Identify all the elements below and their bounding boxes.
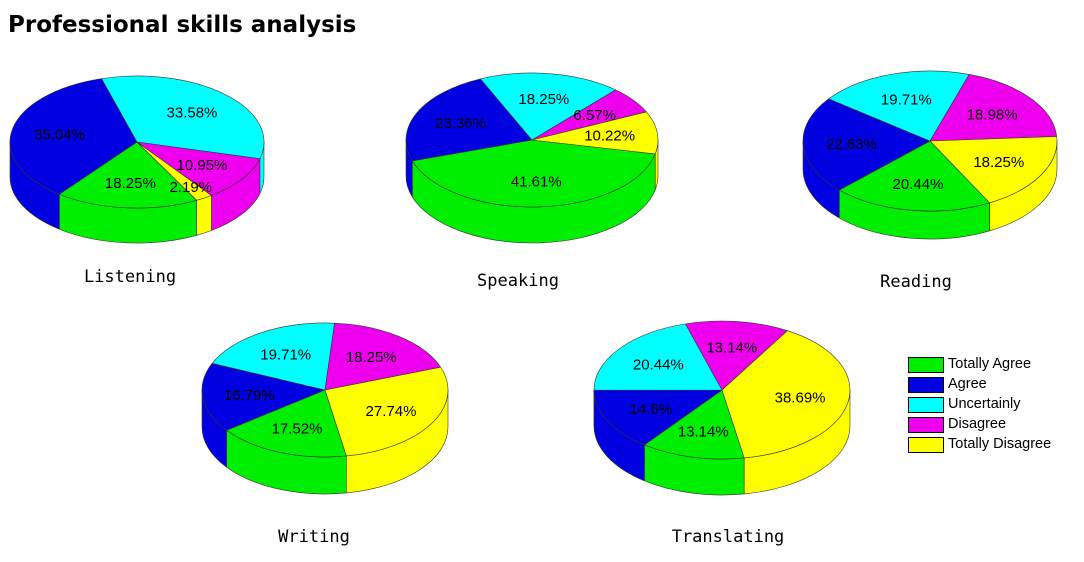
legend-label-uncertainly: Uncertainly: [948, 396, 1021, 412]
legend-swatch-agree: [908, 377, 944, 393]
page-title: Professional skills analysis: [8, 12, 357, 38]
slice-label-totally-agree: 41.61%: [511, 173, 562, 190]
slice-totally-disagree: [929, 136, 1058, 204]
slice-label-totally-disagree: 18.25%: [973, 154, 1024, 171]
slice-totally-disagree: [531, 111, 659, 155]
slice-agree: [201, 362, 326, 431]
slice-disagree: [929, 74, 1058, 142]
slice-totally-agree: [411, 139, 656, 208]
slice-uncertainly: [211, 322, 335, 391]
pie-sides: [9, 141, 265, 244]
legend-label-agree: Agree: [948, 376, 987, 392]
slice-label-totally-agree: 13.14%: [678, 424, 729, 441]
legend-swatch-totally-disagree: [908, 437, 944, 453]
legend-label-totally-disagree: Totally Disagree: [948, 436, 1052, 452]
slice-label-uncertainly: 18.25%: [518, 91, 569, 108]
slice-totally-agree: [643, 389, 745, 460]
pie-sides: [593, 389, 851, 496]
legend-item-totally-disagree: Totally Disagree: [906, 435, 1070, 455]
legend-swatch-disagree: [908, 417, 944, 433]
slice-disagree: [136, 141, 261, 196]
slice-label-uncertainly: 20.44%: [633, 356, 684, 373]
slice-uncertainly: [479, 72, 617, 141]
chart-caption: Translating: [672, 527, 785, 547]
pie-sides: [201, 389, 449, 495]
legend-label-disagree: Disagree: [948, 416, 1007, 432]
slice-totally-agree: [226, 389, 347, 458]
slice-agree: [405, 78, 533, 162]
slice-totally-disagree: [324, 366, 449, 457]
slice-label-disagree: 6.57%: [573, 107, 616, 124]
slice-label-totally-disagree: 27.74%: [366, 403, 417, 420]
pie-chart-translating: 13.14% 14.6% 20.44% 13.14% 38.69% Translating: [593, 320, 851, 547]
chart-caption: Reading: [880, 272, 952, 292]
slice-disagree: [685, 320, 788, 391]
pie-sides: [802, 140, 1058, 240]
slice-label-uncertainly: 33.58%: [167, 105, 218, 122]
slice-agree: [802, 98, 931, 191]
legend-item-agree: Agree: [906, 375, 1070, 395]
slice-totally-disagree: [721, 330, 851, 459]
legend-label-totally-agree: Totally Agree: [948, 356, 1032, 372]
slice-label-totally-agree: 17.52%: [272, 421, 323, 438]
slice-label-agree: 35.04%: [34, 126, 85, 143]
slice-label-disagree: 10.95%: [177, 157, 228, 174]
slice-agree: [9, 78, 138, 195]
pie-chart-writing: 17.52% 16.79% 19.71% 18.25% 27.74% Writing: [201, 322, 449, 547]
legend-item-totally-agree: Totally Agree: [906, 355, 1070, 375]
slice-label-totally-disagree: 10.22%: [584, 127, 635, 144]
legend-item-disagree: Disagree: [906, 415, 1070, 435]
slice-agree: [593, 389, 723, 446]
slice-label-uncertainly: 19.71%: [260, 346, 311, 363]
slice-label-disagree: 18.98%: [967, 106, 1018, 123]
slice-label-disagree: 13.14%: [706, 340, 757, 357]
slice-uncertainly: [101, 75, 265, 160]
slice-label-agree: 16.79%: [224, 387, 275, 404]
pie-chart-speaking: 41.61% 23.36% 18.25%6.57% 10.22% Speaking: [405, 72, 659, 291]
slice-totally-disagree: [136, 141, 213, 201]
slice-totally-agree: [838, 140, 991, 212]
slice-uncertainly: [593, 323, 723, 391]
slice-label-agree: 23.36%: [435, 115, 486, 132]
legend-item-uncertainly: Uncertainly: [906, 395, 1070, 415]
slice-uncertainly: [828, 70, 970, 142]
slice-disagree: [324, 322, 442, 391]
slice-label-totally-disagree: 2.19%: [169, 179, 212, 196]
slice-label-totally-agree: 20.44%: [893, 176, 944, 193]
legend-swatch-uncertainly: [908, 397, 944, 413]
chart-caption: Listening: [84, 267, 176, 287]
chart-caption: Speaking: [477, 271, 559, 291]
slice-label-agree: 14.6%: [630, 401, 673, 418]
slice-label-totally-disagree: 38.69%: [775, 390, 826, 407]
legend-swatch-totally-agree: [908, 357, 944, 373]
legend: Totally Agree Agree Uncertainly Disagree…: [906, 355, 1070, 457]
chart-caption: Writing: [278, 527, 350, 547]
pie-chart-reading: 20.44% 22.63% 19.71% 18.98% 18.25% Reading: [802, 70, 1058, 292]
slice-label-totally-agree: 18.25%: [105, 175, 156, 192]
slice-label-agree: 22.63%: [826, 136, 877, 153]
slice-totally-agree: [58, 141, 198, 209]
slice-label-disagree: 18.25%: [346, 349, 397, 366]
slice-label-uncertainly: 19.71%: [881, 92, 932, 109]
slice-side-totally-disagree: [196, 195, 212, 236]
pie-chart-listening: 18.25% 35.04% 33.58% 10.95% 2.19% Listening: [9, 75, 265, 287]
